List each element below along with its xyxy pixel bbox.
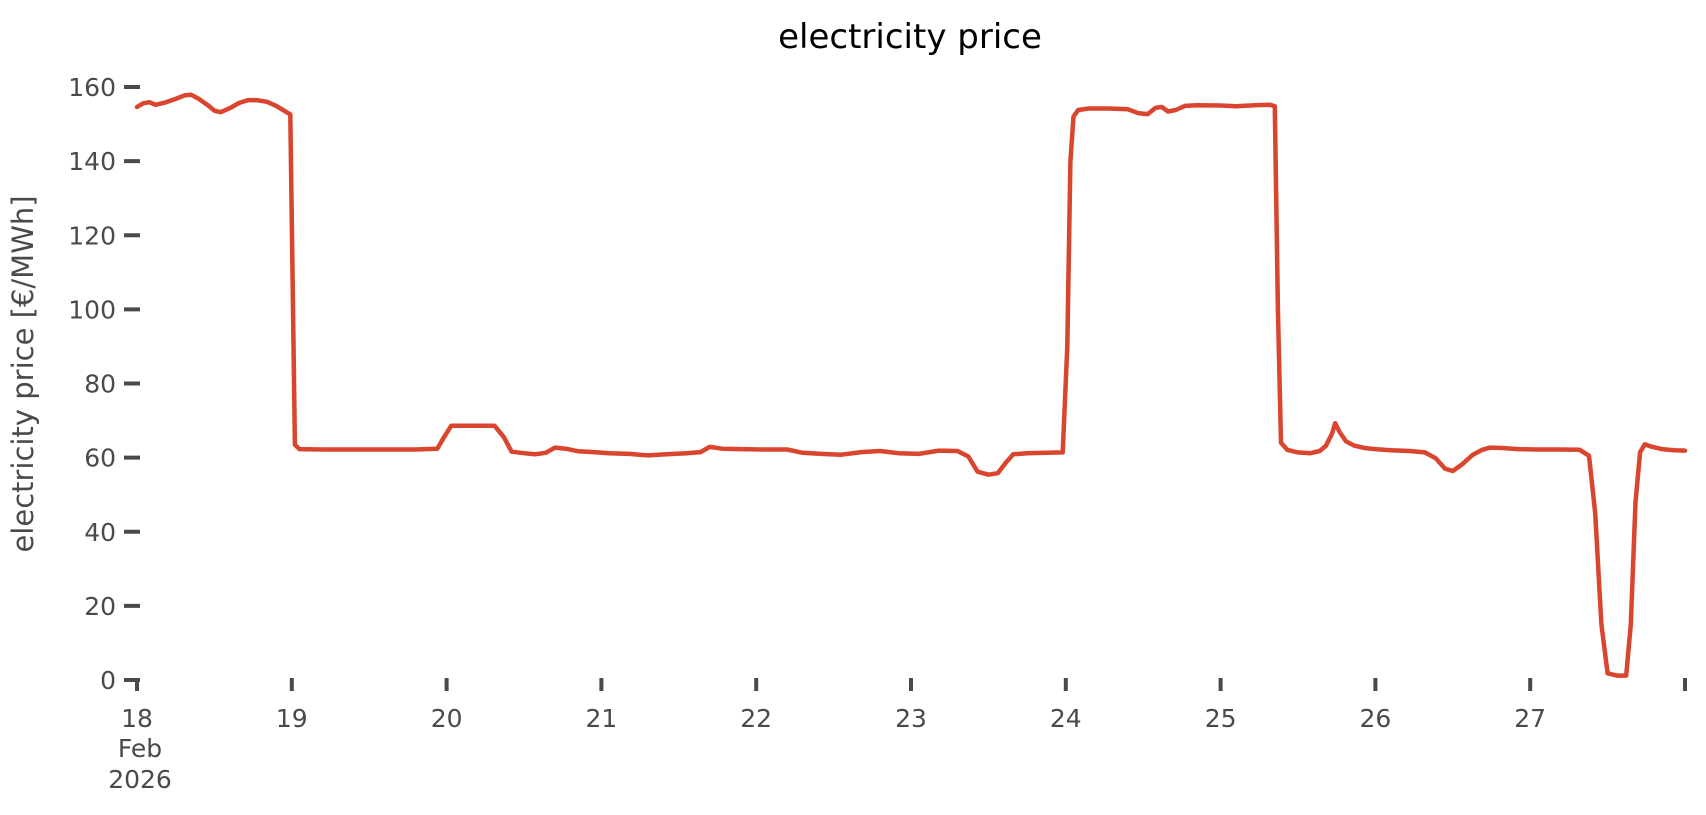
x-tick-label: 25 bbox=[1205, 704, 1237, 733]
x-tick-label: 20 bbox=[431, 704, 463, 733]
x-tick-label: 26 bbox=[1359, 704, 1391, 733]
y-tick-label: 120 bbox=[68, 221, 116, 250]
x-tick-label: 18 bbox=[121, 704, 153, 733]
y-tick-label: 80 bbox=[84, 370, 116, 399]
y-axis-ticks: 0 20 40 60 80 100 120 140 160 bbox=[68, 73, 140, 695]
y-tick-label: 20 bbox=[84, 592, 116, 621]
price-line-series bbox=[134, 92, 1688, 678]
y-tick-label: 0 bbox=[100, 666, 116, 695]
x-tick-sublabel: 2026 bbox=[108, 765, 172, 794]
x-tick-sublabel: Feb bbox=[118, 734, 162, 763]
y-tick-label: 100 bbox=[68, 295, 116, 324]
x-tick-label: 22 bbox=[740, 704, 772, 733]
x-tick-label: 21 bbox=[585, 704, 617, 733]
x-tick-label: 19 bbox=[276, 704, 308, 733]
x-tick-label: 24 bbox=[1050, 704, 1082, 733]
chart-title: electricity price bbox=[778, 17, 1042, 57]
y-tick-label: 40 bbox=[84, 518, 116, 547]
y-tick-label: 160 bbox=[68, 73, 116, 102]
x-tick-label: 23 bbox=[895, 704, 927, 733]
y-tick-label: 140 bbox=[68, 147, 116, 176]
y-tick-label: 60 bbox=[84, 444, 116, 473]
y-axis-label: electricity price [€/MWh] bbox=[6, 195, 40, 552]
x-tick-label: 27 bbox=[1514, 704, 1546, 733]
